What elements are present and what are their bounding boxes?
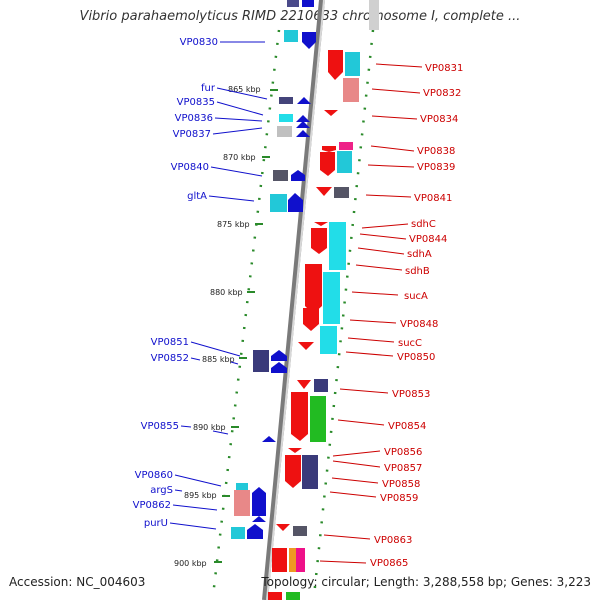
gene-label-fur[interactable]: fur: [201, 83, 268, 100]
gene-label-text: VP0856: [384, 447, 422, 458]
gene-label-gltA[interactable]: gltA: [187, 191, 255, 202]
gene-label-sucC[interactable]: sucC: [347, 337, 422, 349]
gene-blocks-left: [231, 0, 316, 539]
gene-label-text: VP0863: [374, 535, 412, 546]
gene-label-sdhC[interactable]: sdhC: [361, 219, 436, 230]
gene-label-text: VP0836: [175, 113, 213, 124]
gene-label-sdhA[interactable]: sdhA: [357, 247, 432, 260]
gene-label-VP0838[interactable]: VP0838: [370, 145, 455, 157]
gene-label-text: VP0862: [133, 500, 171, 511]
map-title: Vibrio parahaemolyticus RIMD 2210633 chr…: [79, 9, 521, 24]
gene-label-VP0852[interactable]: VP0852: [151, 353, 239, 365]
gene-label-VP0848[interactable]: VP0848: [349, 319, 438, 330]
kbp-tick-label: 900 kbp: [174, 559, 207, 568]
kbp-tick-885: 885 kbp: [202, 355, 247, 364]
kbp-tick-865: 865 kbp: [228, 85, 278, 94]
gene-label-VP0844[interactable]: VP0844: [359, 233, 447, 245]
gene-label-text: sucC: [398, 338, 422, 349]
gene-label-text: VP0830: [180, 37, 218, 48]
gene-label-VP0858[interactable]: VP0858: [331, 477, 420, 490]
gene-label-text: VP0854: [388, 421, 426, 432]
gene-label-VP0862[interactable]: VP0862: [133, 500, 218, 511]
gene-label-text: sdhA: [407, 249, 432, 260]
kbp-tick-870: 870 kbp: [223, 153, 270, 162]
kbp-tick-label: 865 kbp: [228, 85, 261, 94]
gene-label-text: fur: [201, 83, 216, 94]
gene-label-text: VP0840: [171, 162, 209, 173]
gene-label-text: sdhC: [411, 219, 436, 230]
gene-label-text: VP0852: [151, 353, 189, 364]
gene-label-purU[interactable]: purU: [144, 518, 217, 530]
gene-label-VP0853[interactable]: VP0853: [339, 388, 430, 400]
gene-label-text: VP0832: [423, 88, 461, 99]
gene-label-VP0835[interactable]: VP0835: [177, 97, 264, 116]
gene-label-VP0854[interactable]: VP0854: [337, 419, 426, 432]
topology-label: Topology: circular; Length: 3,288,558 bp…: [261, 575, 591, 589]
gene-label-VP0865[interactable]: VP0865: [319, 558, 408, 569]
gene-label-text: VP0857: [384, 463, 422, 474]
gene-blocks-right: [268, 0, 379, 600]
gene-label-text: argS: [150, 485, 173, 496]
kbp-tick-label: 895 kbp: [184, 491, 217, 500]
gene-label-text: VP0837: [173, 129, 211, 140]
gene-label-VP0851[interactable]: VP0851: [151, 337, 241, 357]
gene-label-text: VP0859: [380, 493, 418, 504]
gene-label-VP0840[interactable]: VP0840: [171, 162, 263, 177]
accession-label: Accession: NC_004603: [9, 575, 146, 589]
kbp-tick-900: 900 kbp: [174, 559, 222, 568]
gene-label-text: VP0831: [425, 63, 463, 74]
gene-label-text: VP0850: [397, 352, 435, 363]
gene-label-text: sdhB: [405, 266, 430, 277]
gene-label-text: purU: [144, 518, 168, 529]
gene-label-text: VP0853: [392, 389, 430, 400]
gene-label-VP0863[interactable]: VP0863: [323, 534, 412, 546]
gene-label-VP0832[interactable]: VP0832: [371, 88, 461, 99]
kbp-tick-880: 880 kbp: [210, 288, 255, 297]
kbp-tick-890: 890 kbp: [193, 423, 239, 432]
gene-label-VP0834[interactable]: VP0834: [371, 114, 458, 125]
gene-label-text: VP0835: [177, 97, 215, 108]
gene-label-text: VP0844: [409, 234, 447, 245]
gene-label-text: VP0848: [400, 319, 438, 330]
gene-label-text: VP0851: [151, 337, 189, 348]
gene-label-text: VP0841: [414, 193, 452, 204]
gene-label-VP0855[interactable]: VP0855: [141, 421, 229, 435]
gene-label-VP0860[interactable]: VP0860: [135, 470, 222, 487]
kbp-tick-875: 875 kbp: [217, 220, 263, 229]
kbp-tick-895: 895 kbp: [184, 491, 230, 500]
chromosome-backbone: [262, 0, 325, 600]
gene-label-text: VP0839: [417, 162, 455, 173]
gene-label-VP0857[interactable]: VP0857: [332, 460, 422, 474]
gene-label-VP0839[interactable]: VP0839: [367, 162, 455, 173]
kbp-tick-label: 880 kbp: [210, 288, 243, 297]
gene-label-text: VP0858: [382, 479, 420, 490]
gene-label-text: VP0855: [141, 421, 179, 432]
kbp-tick-label: 870 kbp: [223, 153, 256, 162]
gene-label-text: VP0860: [135, 470, 173, 481]
gene-label-VP0856[interactable]: VP0856: [332, 447, 422, 458]
gene-label-text: sucA: [404, 291, 428, 302]
gene-label-sucA[interactable]: sucA: [351, 291, 428, 302]
gene-label-argS[interactable]: argS: [150, 485, 183, 496]
gene-label-VP0837[interactable]: VP0837: [173, 127, 263, 140]
gene-label-text: VP0834: [420, 114, 458, 125]
gene-label-sdhB[interactable]: sdhB: [355, 264, 430, 277]
kbp-tick-label: 890 kbp: [193, 423, 226, 432]
gene-label-VP0859[interactable]: VP0859: [329, 491, 418, 504]
gene-label-text: VP0865: [370, 558, 408, 569]
gene-label-VP0836[interactable]: VP0836: [175, 113, 263, 124]
gene-label-VP0841[interactable]: VP0841: [365, 193, 452, 204]
gene-label-text: VP0838: [417, 146, 455, 157]
gene-label-text: gltA: [187, 191, 207, 202]
kbp-tick-label: 885 kbp: [202, 355, 235, 364]
gene-label-VP0850[interactable]: VP0850: [345, 351, 435, 363]
kbp-tick-label: 875 kbp: [217, 220, 250, 229]
gene-label-VP0831[interactable]: VP0831: [375, 63, 463, 74]
gene-label-VP0830[interactable]: VP0830: [180, 37, 265, 48]
